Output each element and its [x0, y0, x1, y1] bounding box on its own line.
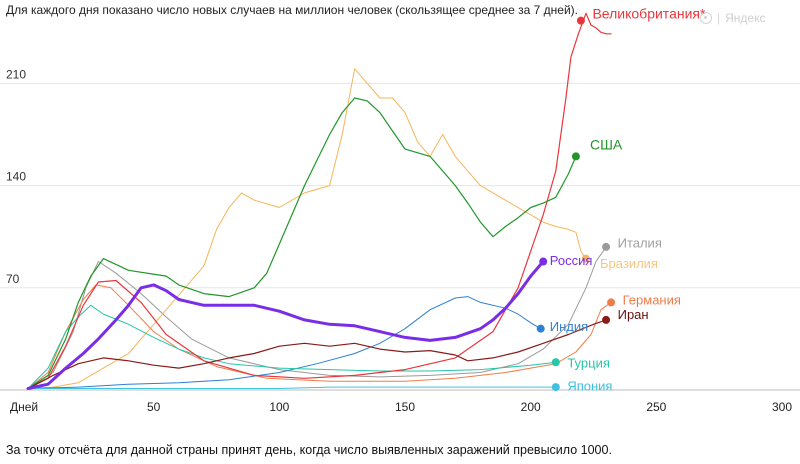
- series-label: Бразилия: [600, 256, 658, 271]
- y-tick-label: 210: [6, 67, 26, 81]
- series-endpoint: [571, 152, 580, 161]
- series-label: Индия: [550, 319, 588, 334]
- series-line: [27, 68, 587, 389]
- x-tick-label: 50: [147, 400, 161, 414]
- x-tick-label: 200: [521, 400, 541, 414]
- series-line: [27, 319, 607, 390]
- chart-endpoints: [536, 16, 616, 392]
- chart-lines: [26, 12, 612, 390]
- series-endpoint: [536, 324, 545, 333]
- series-label: Германия: [623, 292, 681, 307]
- series-line: [27, 304, 557, 389]
- series-endpoint: [602, 242, 611, 251]
- series-line: [27, 97, 577, 390]
- series-line: [27, 12, 612, 390]
- series-endpoint: [551, 383, 560, 392]
- x-axis-label: Дней: [10, 400, 38, 414]
- yandex-watermark: | Яндекс: [700, 11, 765, 25]
- series-line: [26, 260, 545, 390]
- watermark-brand: Яндекс: [725, 11, 766, 25]
- series-endpoint: [581, 254, 590, 263]
- series-line: [27, 386, 557, 389]
- series-label: Иран: [618, 307, 649, 322]
- series-endpoint: [576, 16, 585, 25]
- x-tick-label: 150: [395, 400, 415, 414]
- chart-grid: [0, 82, 800, 289]
- series-label: Россия: [550, 253, 593, 268]
- series-label: Япония: [567, 379, 612, 394]
- chart-footnote: За точку отсчёта для данной страны приня…: [6, 443, 612, 457]
- series-endpoint: [551, 358, 560, 367]
- chart-series-labels: Великобритания* США Италия Бразилия Россия Ге…: [550, 5, 706, 393]
- yandex-logo-icon: [700, 12, 712, 24]
- series-endpoint: [602, 315, 611, 324]
- x-tick-label: 100: [269, 400, 289, 414]
- series-label: Великобритания*: [592, 5, 706, 21]
- y-tick-label: 140: [6, 170, 26, 184]
- series-label: США: [590, 137, 623, 153]
- y-tick-label: 70: [6, 272, 20, 286]
- watermark-separator: |: [717, 11, 721, 25]
- series-line: [27, 296, 542, 389]
- series-endpoint: [539, 257, 548, 266]
- series-label: Италия: [618, 236, 662, 251]
- chart-axes: 70 140 210 Дней 50 100 150 200 250 300: [0, 67, 800, 414]
- x-tick-label: 300: [772, 400, 792, 414]
- covid-cases-chart: 70 140 210 Дней 50 100 150 200 250 300 Великобрит…: [0, 5, 800, 414]
- series-line: [27, 246, 607, 389]
- x-tick-label: 250: [646, 400, 666, 414]
- chart-subtitle: Для каждого дня показано число новых слу…: [6, 3, 578, 17]
- series-line: [27, 284, 612, 389]
- series-label: Турция: [567, 355, 610, 370]
- series-endpoint: [607, 298, 616, 307]
